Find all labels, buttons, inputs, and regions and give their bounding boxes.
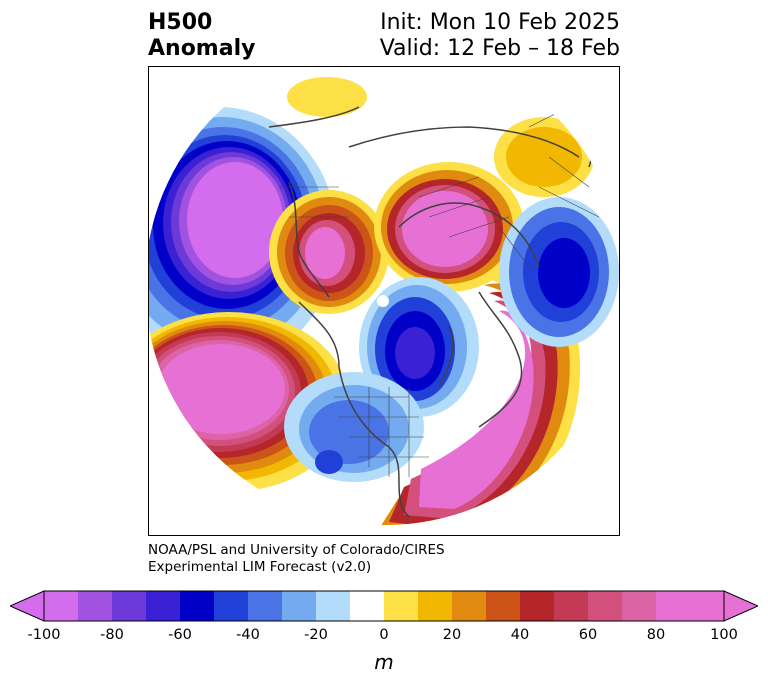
colorbar-tick-label: 40 [510, 627, 530, 643]
colorbar-cell [248, 591, 283, 621]
colorbar-tick-label: -100 [27, 627, 61, 643]
colorbar-tick-label: -60 [168, 627, 192, 643]
europe-ridge [494, 117, 594, 197]
colorbar-tick-label: 60 [578, 627, 598, 643]
colorbar-cell [282, 591, 317, 621]
colorbar-cells [44, 591, 725, 621]
anomaly-field [149, 67, 619, 525]
borders [279, 106, 600, 477]
colorbar-cell [316, 591, 351, 621]
africa-ridge [287, 77, 367, 117]
colorbar-cell [588, 591, 623, 621]
north-pacific-ridge [149, 312, 349, 492]
colorbar-cell [418, 591, 453, 621]
anomaly-map-svg [149, 67, 619, 525]
credit-line1: NOAA/PSL and University of Colorado/CIRE… [148, 542, 445, 558]
title-line1: H500 [148, 10, 213, 35]
colorbar-tick-label: 80 [646, 627, 666, 643]
colorbar-cell [112, 591, 147, 621]
colorbar-tick-label: -40 [236, 627, 260, 643]
europe-trough [499, 197, 619, 347]
colorbar-cell [78, 591, 113, 621]
init-date: Init: Mon 10 Feb 2025 [380, 10, 620, 35]
valid-date: Valid: 12 Feb – 18 Feb [379, 36, 620, 61]
colorbar-cell [180, 591, 215, 621]
colorbar-tick-label: -80 [100, 627, 124, 643]
map-title: H500 Anomaly [148, 10, 255, 62]
anomaly-map [148, 66, 620, 536]
colorbar-cell [520, 591, 555, 621]
colorbar-cell [690, 591, 725, 621]
colorbar-low-extend [10, 590, 45, 622]
colorbar-cell [146, 591, 181, 621]
colorbar-cell [554, 591, 589, 621]
colorbar-cell [214, 591, 249, 621]
colorbar-units: m [374, 650, 394, 674]
colorbar-tick-label: 100 [710, 627, 738, 643]
colorbar-cell [350, 591, 385, 621]
western-na-trough [284, 372, 424, 482]
colorbar-tick-label: 20 [442, 627, 462, 643]
colorbar [10, 590, 758, 622]
north-pole-marker [377, 295, 389, 307]
forecast-dates: Init: Mon 10 Feb 2025 Valid: 12 Feb – 18… [380, 10, 620, 62]
colorbar-tick-label: 0 [379, 627, 389, 643]
title-line2: Anomaly [148, 36, 256, 61]
colorbar-cell [384, 591, 419, 621]
colorbar-cell [622, 591, 657, 621]
canada-trough [359, 277, 479, 417]
credit-line2: Experimental LIM Forecast (v2.0) [148, 559, 372, 575]
colorbar-cell [452, 591, 487, 621]
east-asia-ridge [269, 190, 389, 314]
colorbar-high-extend [723, 590, 758, 622]
colorbar-tick-label: -20 [304, 627, 328, 643]
colorbar-cell [44, 591, 79, 621]
siberia-ridge [374, 162, 524, 292]
colorbar-cell [656, 591, 691, 621]
colorbar-outline [43, 590, 725, 622]
colorbar-cell [486, 591, 521, 621]
